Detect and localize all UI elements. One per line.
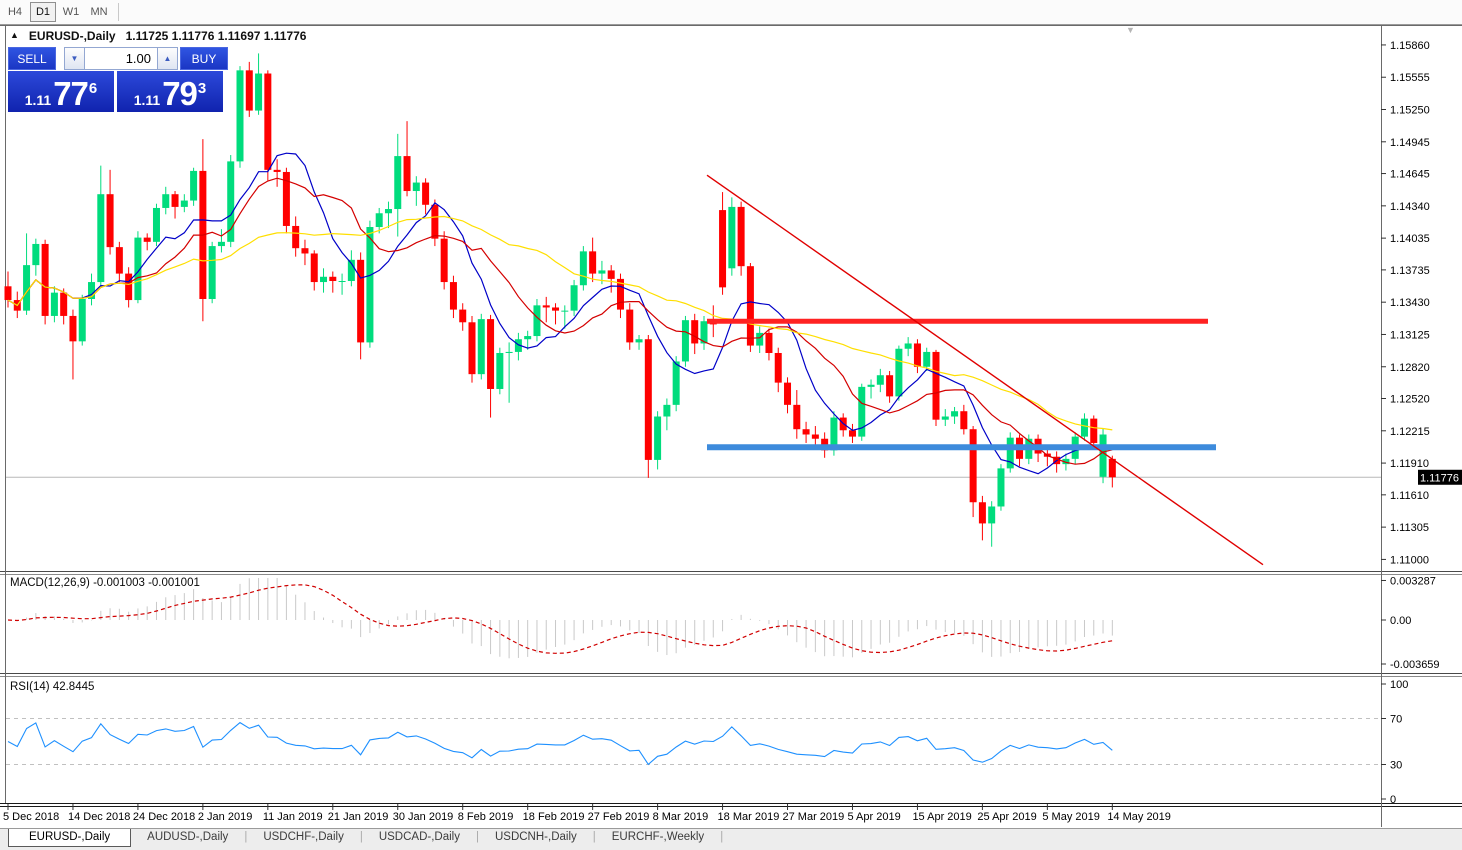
svg-text:-0.003659: -0.003659 [1390, 659, 1440, 671]
buy-price-big-digits: 79 [162, 75, 198, 112]
macd-indicator-label: MACD(12,26,9) -0.001003 -0.001001 [10, 577, 200, 589]
toolbar-separator [118, 3, 119, 21]
svg-text:30 Jan 2019: 30 Jan 2019 [393, 811, 454, 823]
svg-text:0.003287: 0.003287 [1390, 575, 1436, 587]
svg-text:15 Apr 2019: 15 Apr 2019 [912, 811, 971, 823]
volume-decrease-button[interactable]: ▼ [64, 47, 85, 70]
tab-eurchf-weekly[interactable]: EURCHF-,Weekly [611, 831, 705, 843]
timeframe-toolbar: H4 D1 W1 MN [0, 0, 1462, 25]
svg-text:24 Dec 2018: 24 Dec 2018 [133, 811, 195, 823]
volume-input[interactable] [85, 47, 157, 70]
svg-text:5 May 2019: 5 May 2019 [1042, 811, 1099, 823]
svg-text:1.15250: 1.15250 [1390, 105, 1430, 117]
rsi-indicator-label: RSI(14) 42.8445 [10, 681, 95, 693]
svg-text:1.14035: 1.14035 [1390, 233, 1430, 245]
volume-increase-button[interactable]: ▲ [157, 47, 178, 70]
svg-text:1.11910: 1.11910 [1390, 458, 1429, 470]
sell-price-prefix: 1.11 [24, 92, 52, 108]
timeframe-d1-button[interactable]: D1 [30, 2, 56, 22]
chevron-down-icon[interactable]: ▼ [1126, 25, 1135, 35]
tab-usdchf-daily[interactable]: USDCHF-,Daily [263, 831, 344, 843]
sell-price-pipette: 6 [88, 80, 98, 97]
symbol-marker-icon: ▲ [10, 30, 19, 40]
svg-text:2 Jan 2019: 2 Jan 2019 [198, 811, 252, 823]
svg-text:1.13125: 1.13125 [1390, 329, 1430, 341]
buy-button[interactable]: BUY [180, 47, 228, 70]
svg-text:1.13735: 1.13735 [1390, 265, 1430, 277]
tab-eurusd-daily[interactable]: EURUSD-,Daily [8, 829, 132, 847]
svg-text:27 Feb 2019: 27 Feb 2019 [588, 811, 650, 823]
svg-text:8 Mar 2019: 8 Mar 2019 [653, 811, 709, 823]
chart-ohlc-values: 1.11725 1.11776 1.11697 1.11776 [125, 29, 307, 43]
tab-audusd-daily[interactable]: AUDUSD-,Daily [147, 831, 229, 843]
tab-usdcad-daily[interactable]: USDCAD-,Daily [378, 831, 460, 843]
buy-price-prefix: 1.11 [133, 92, 161, 108]
tab-separator: | [244, 831, 248, 843]
sell-price-button[interactable]: 1.11 77 6 [8, 71, 114, 112]
tab-usdcnh-daily[interactable]: USDCNH-,Daily [494, 831, 577, 843]
svg-text:1.11776: 1.11776 [1420, 472, 1459, 484]
svg-text:27 Mar 2019: 27 Mar 2019 [783, 811, 845, 823]
svg-text:0: 0 [1390, 794, 1396, 806]
svg-text:1.11000: 1.11000 [1390, 554, 1429, 566]
tab-separator: | [592, 831, 596, 843]
svg-text:14 May 2019: 14 May 2019 [1107, 811, 1171, 823]
svg-text:1.14645: 1.14645 [1390, 169, 1430, 181]
svg-text:1.12820: 1.12820 [1390, 362, 1430, 374]
svg-text:100: 100 [1390, 679, 1408, 691]
one-click-trade-panel: SELL ▼ ▲ BUY 1.11 77 6 1.11 79 3 [8, 47, 228, 112]
sell-button[interactable]: SELL [8, 47, 56, 70]
svg-text:70: 70 [1390, 714, 1402, 726]
buy-price-pipette: 3 [197, 80, 207, 97]
tab-separator: | [720, 831, 724, 843]
svg-text:1.12520: 1.12520 [1390, 394, 1430, 406]
chart-symbol-title: EURUSD-,Daily [28, 29, 116, 43]
svg-text:14 Dec 2018: 14 Dec 2018 [68, 811, 130, 823]
chart-tab-bar: EURUSD-,Daily AUDUSD-,Daily | USDCHF-,Da… [0, 828, 1462, 850]
svg-text:1.14340: 1.14340 [1390, 201, 1430, 213]
svg-text:1.12215: 1.12215 [1390, 426, 1430, 438]
svg-text:1.15860: 1.15860 [1390, 40, 1430, 52]
timeframe-mn-button[interactable]: MN [86, 2, 112, 22]
svg-text:1.11305: 1.11305 [1390, 522, 1429, 534]
svg-text:30: 30 [1390, 760, 1402, 772]
svg-text:11 Jan 2019: 11 Jan 2019 [263, 811, 323, 823]
svg-text:1.14945: 1.14945 [1390, 137, 1430, 149]
timeframe-h4-button[interactable]: H4 [2, 2, 28, 22]
svg-text:5 Apr 2019: 5 Apr 2019 [847, 811, 900, 823]
svg-text:21 Jan 2019: 21 Jan 2019 [328, 811, 389, 823]
tab-separator: | [359, 831, 363, 843]
timeframe-w1-button[interactable]: W1 [58, 2, 84, 22]
chart-title-bar: ▲ EURUSD-,Daily 1.11725 1.11776 1.11697 … [10, 29, 306, 43]
buy-price-button[interactable]: 1.11 79 3 [117, 71, 223, 112]
svg-text:0.00: 0.00 [1390, 615, 1411, 627]
svg-text:1.11610: 1.11610 [1390, 490, 1429, 502]
sell-price-big-digits: 77 [53, 75, 89, 112]
svg-text:5 Dec 2018: 5 Dec 2018 [3, 811, 59, 823]
svg-text:8 Feb 2019: 8 Feb 2019 [458, 811, 514, 823]
svg-text:18 Mar 2019: 18 Mar 2019 [718, 811, 780, 823]
svg-text:25 Apr 2019: 25 Apr 2019 [977, 811, 1036, 823]
svg-text:1.13430: 1.13430 [1390, 297, 1430, 309]
svg-text:18 Feb 2019: 18 Feb 2019 [523, 811, 585, 823]
svg-text:1.15555: 1.15555 [1390, 72, 1430, 84]
tab-separator: | [475, 831, 479, 843]
